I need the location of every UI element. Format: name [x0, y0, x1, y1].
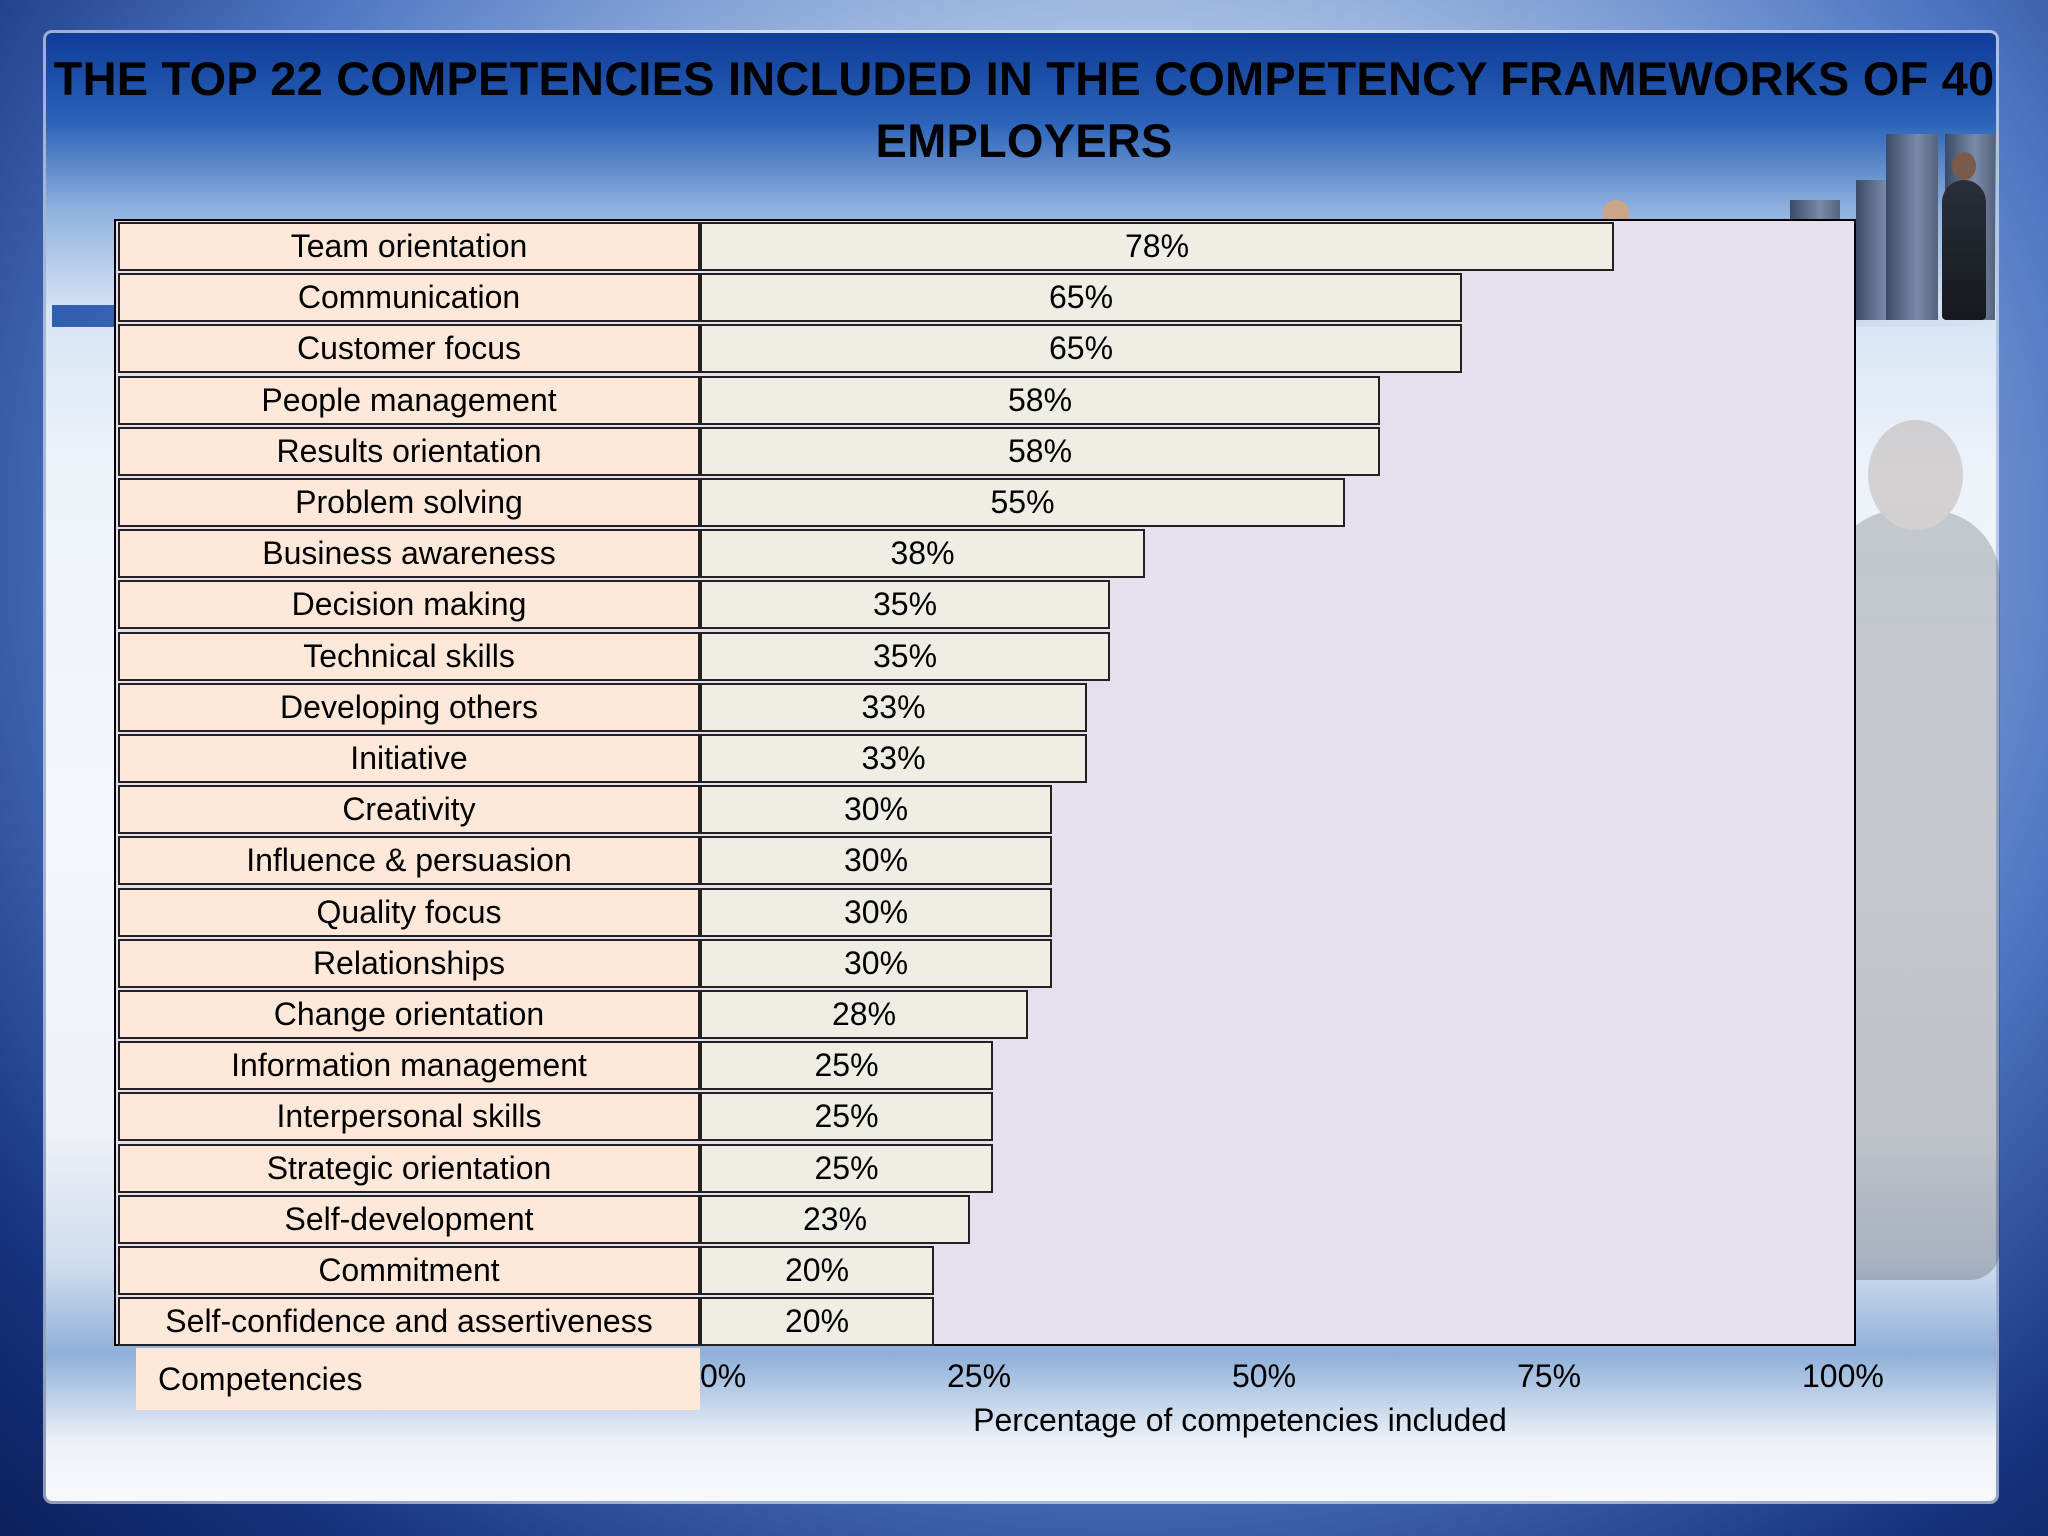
category-label: Commitment: [118, 1246, 700, 1295]
bar-value-label: 55%: [990, 484, 1055, 520]
category-label: Strategic orientation: [118, 1144, 700, 1193]
y-axis-title: Competencies: [136, 1348, 700, 1410]
category-label: Results orientation: [118, 427, 700, 476]
bar-value-label: 65%: [1048, 279, 1114, 315]
bar-value-label: 25%: [814, 1098, 879, 1134]
bar: [700, 1246, 934, 1295]
bar: [700, 632, 1110, 681]
bar-value-label: 23%: [802, 1201, 868, 1237]
bar-value-label: 78%: [1124, 228, 1190, 264]
category-label: People management: [118, 376, 700, 425]
bar: [700, 939, 1052, 988]
bar: [700, 273, 1462, 322]
bar-value-label: 65%: [1048, 330, 1114, 366]
bar: [700, 580, 1110, 629]
bar: [700, 785, 1052, 834]
bar: [700, 734, 1087, 783]
bar: [700, 990, 1028, 1039]
category-label: Communication: [118, 273, 700, 322]
bar: [700, 478, 1345, 527]
bar-value-label: 25%: [814, 1047, 879, 1083]
bar-value-label: 30%: [843, 894, 909, 930]
x-tick-label: 75%: [1517, 1358, 1582, 1394]
category-label: Influence & persuasion: [118, 836, 700, 885]
bar: [700, 222, 1614, 271]
bar: [700, 1195, 970, 1244]
bar: [700, 683, 1087, 732]
businessman-figure: [1942, 152, 1986, 320]
bar: [700, 1041, 993, 1090]
category-label: Customer focus: [118, 324, 700, 373]
bar-value-label: 58%: [1007, 433, 1073, 469]
background-person-figure: [1830, 420, 2000, 1280]
bar-value-label: 30%: [843, 945, 909, 981]
bar: [700, 1144, 993, 1193]
x-tick-label: 0%: [700, 1358, 747, 1394]
category-label: Decision making: [118, 580, 700, 629]
category-label: Relationships: [118, 939, 700, 988]
x-axis-title: Percentage of competencies included: [973, 1402, 1507, 1438]
bar-value-label: 38%: [890, 535, 955, 571]
bar: [700, 888, 1052, 937]
bar-value-label: 33%: [861, 689, 926, 725]
category-label: Initiative: [118, 734, 700, 783]
category-label: Creativity: [118, 785, 700, 834]
x-tick-label: 50%: [1232, 1358, 1297, 1394]
category-label: Technical skills: [118, 632, 700, 681]
bar-value-label: 30%: [843, 791, 909, 827]
bar: [700, 529, 1145, 578]
x-tick-label: 25%: [947, 1358, 1012, 1394]
bar: [700, 1092, 993, 1141]
category-label: Business awareness: [118, 529, 700, 578]
bar-value-label: 20%: [784, 1303, 850, 1339]
category-label: Self-development: [118, 1195, 700, 1244]
category-label: Developing others: [118, 683, 700, 732]
bar: [700, 1297, 934, 1346]
bar-value-label: 58%: [1007, 382, 1073, 418]
bar-value-label: 20%: [784, 1252, 850, 1288]
bar-value-label: 30%: [843, 842, 909, 878]
bar-value-label: 28%: [831, 996, 897, 1032]
category-label: Problem solving: [118, 478, 700, 527]
bar-value-label: 35%: [872, 638, 938, 674]
bar-value-label: 35%: [872, 586, 938, 622]
category-label: Interpersonal skills: [118, 1092, 700, 1141]
bar: [700, 427, 1380, 476]
category-label: Self-confidence and assertiveness: [118, 1297, 700, 1346]
category-label: Team orientation: [118, 222, 700, 271]
chart-title: THE TOP 22 COMPETENCIES INCLUDED IN THE …: [53, 52, 1995, 167]
category-label: Change orientation: [118, 990, 700, 1039]
category-label: Information management: [118, 1041, 700, 1090]
bar-value-label: 25%: [814, 1150, 879, 1186]
bar: [700, 836, 1052, 885]
x-tick-label: 100%: [1802, 1358, 1884, 1394]
bar-value-label: 33%: [861, 740, 926, 776]
category-label: Quality focus: [118, 888, 700, 937]
bar: [700, 324, 1462, 373]
bar: [700, 376, 1380, 425]
